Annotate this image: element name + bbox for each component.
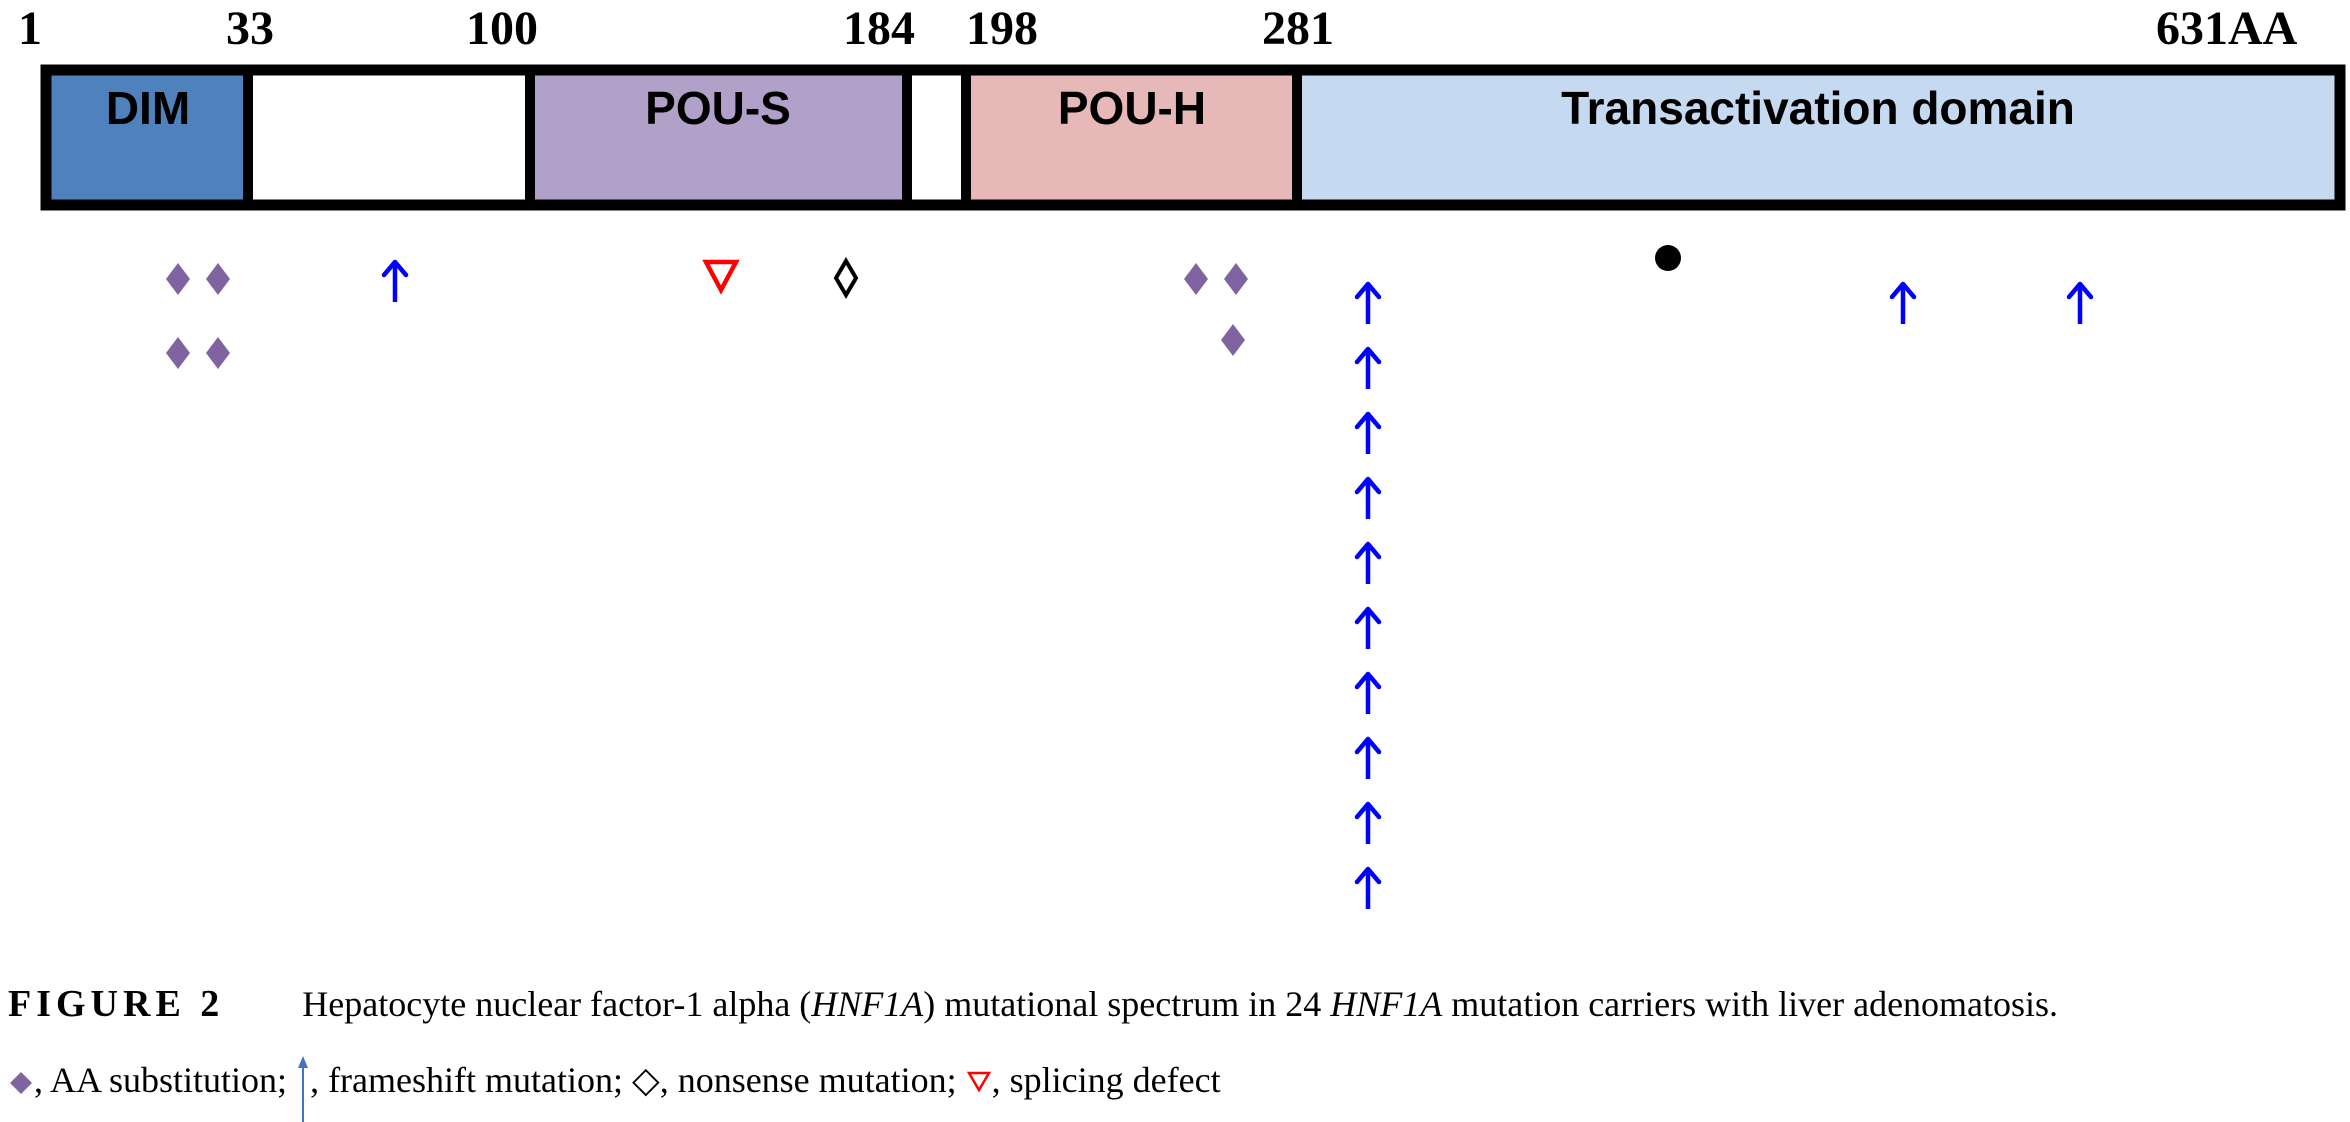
frameshift-arrow-marker bbox=[2069, 284, 2091, 324]
frameshift-arrow-marker bbox=[1357, 544, 1379, 584]
figure-label: FIGURE 2 bbox=[8, 983, 225, 1025]
position-label-631aa: 631AA bbox=[2156, 2, 2298, 55]
position-label-33: 33 bbox=[226, 2, 274, 55]
caption-text-3: mutation carriers with liver adenomatosi… bbox=[1442, 984, 2059, 1024]
mutation-group-nonsense bbox=[833, 257, 859, 299]
frameshift-arrow-marker bbox=[1357, 804, 1379, 844]
position-label-281: 281 bbox=[1262, 2, 1334, 55]
legend-aa-substitution-label: , AA substitution; bbox=[34, 1060, 297, 1100]
frameshift-arrow-marker bbox=[1357, 739, 1379, 779]
legend-arrow-icon bbox=[298, 1056, 309, 1122]
domain-bar: DIM POU-S POU-H Transactivation domain bbox=[40, 64, 2346, 211]
figure-caption: FIGURE 2 Hepatocyte nuclear factor-1 alph… bbox=[8, 982, 2058, 1026]
splicing-defect-marker bbox=[702, 259, 740, 295]
filled-circle-marker bbox=[1655, 245, 1681, 271]
domain-pou-s bbox=[530, 70, 907, 205]
caption-text-2: ) mutational spectrum in 24 bbox=[923, 984, 1331, 1024]
frameshift-arrow-marker bbox=[1357, 284, 1379, 324]
mutation-group-frameshift-hotspot bbox=[1357, 284, 1379, 909]
legend-diamond-icon bbox=[10, 1072, 32, 1094]
domain-label-pou-s: POU-S bbox=[645, 82, 791, 134]
domain-label-dim: DIM bbox=[106, 82, 190, 134]
legend-splicing-defect-label: , splicing defect bbox=[991, 1060, 1221, 1100]
mutation-group-splicing-defect bbox=[702, 259, 740, 295]
aa-substitution-marker bbox=[206, 263, 230, 295]
frameshift-arrow-marker bbox=[384, 262, 406, 302]
mutation-group-frameshift-transactivation bbox=[1892, 284, 2091, 324]
aa-substitution-marker bbox=[166, 263, 190, 295]
frameshift-arrow-marker bbox=[1357, 349, 1379, 389]
mutation-group-aa-substitution-dim bbox=[166, 263, 230, 369]
frameshift-arrow-marker bbox=[1357, 609, 1379, 649]
frameshift-arrow-marker bbox=[1357, 414, 1379, 454]
aa-substitution-marker bbox=[206, 337, 230, 369]
frameshift-arrow-marker bbox=[1357, 869, 1379, 909]
legend-triangle-icon bbox=[966, 1071, 991, 1093]
domain-label-pou-h: POU-H bbox=[1058, 82, 1206, 134]
mutation-markers bbox=[166, 245, 2091, 909]
caption-text-1: Hepatocyte nuclear factor-1 alpha ( bbox=[302, 984, 812, 1024]
position-label-184: 184 bbox=[843, 2, 915, 55]
mutation-group-aa-substitution-pou-h bbox=[1184, 263, 1248, 356]
legend-open-diamond-icon: ◇ bbox=[632, 1060, 660, 1100]
legend-frameshift-label: , frameshift mutation; bbox=[310, 1060, 632, 1100]
domain-linker-1 bbox=[248, 70, 530, 205]
aa-substitution-marker bbox=[1184, 263, 1208, 295]
nonsense-marker bbox=[833, 257, 859, 299]
position-label-198: 198 bbox=[966, 2, 1038, 55]
legend: , AA substitution; , frameshift mutation… bbox=[8, 1056, 1221, 1122]
frameshift-arrow-marker bbox=[1357, 479, 1379, 519]
caption-gene-1: HNF1A bbox=[811, 984, 924, 1024]
domain-dim bbox=[46, 70, 248, 205]
frameshift-arrow-marker bbox=[1357, 674, 1379, 714]
aa-substitution-marker bbox=[1224, 263, 1248, 295]
position-label-1: 1 bbox=[18, 2, 42, 55]
position-label-100: 100 bbox=[466, 2, 538, 55]
legend-nonsense-label: , nonsense mutation; bbox=[659, 1060, 966, 1100]
aa-substitution-marker bbox=[166, 337, 190, 369]
domain-transactivation bbox=[1297, 70, 2340, 205]
domain-bar-outline bbox=[40, 64, 2346, 211]
domain-pou-h bbox=[966, 70, 1297, 205]
aa-substitution-marker bbox=[1221, 324, 1245, 356]
domain-linker-2 bbox=[907, 70, 966, 205]
caption-gene-2: HNF1A bbox=[1330, 984, 1443, 1024]
frameshift-arrow-marker bbox=[1892, 284, 1914, 324]
domain-label-transactivation: Transactivation domain bbox=[1561, 82, 2075, 134]
mutation-group-frameshift-linker bbox=[384, 262, 406, 302]
mutation-group-other bbox=[1655, 245, 1681, 271]
